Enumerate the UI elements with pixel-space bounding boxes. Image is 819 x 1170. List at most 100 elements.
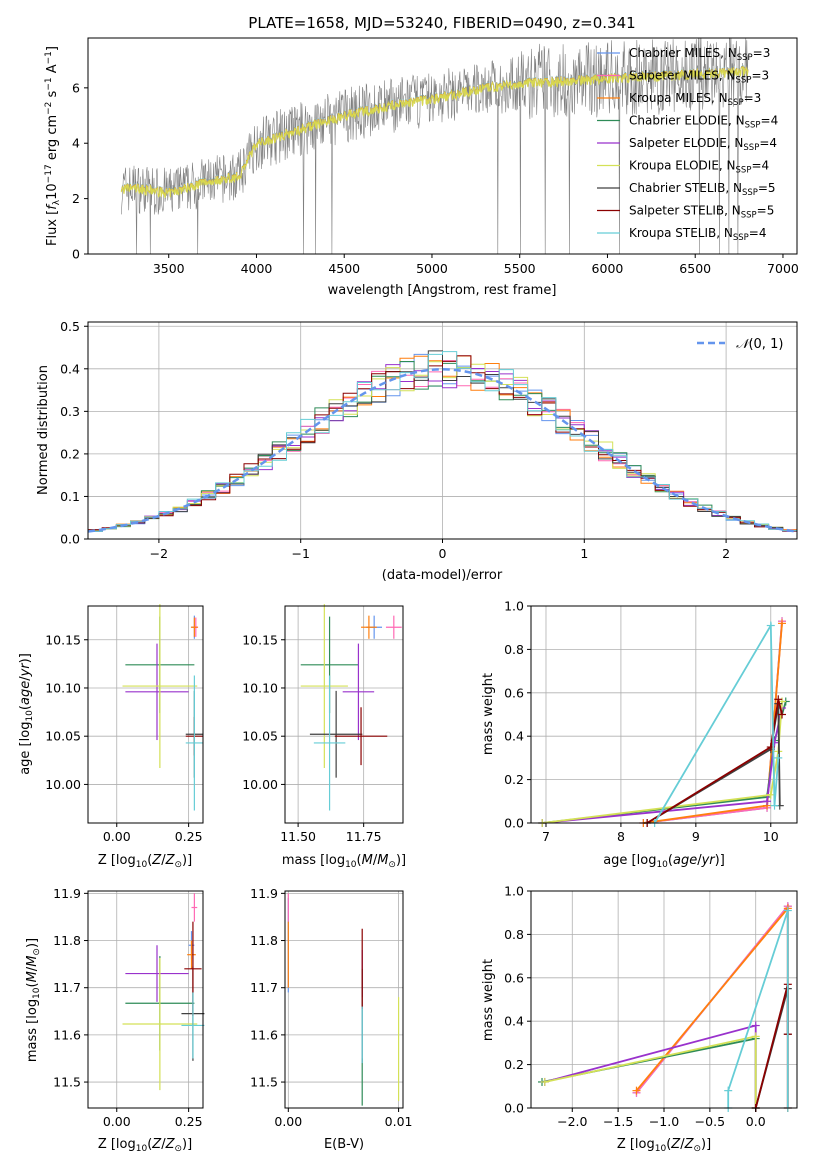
y-tick-label: 0.0 bbox=[504, 1101, 524, 1116]
spectrum-panel: PLATE=1658, MJD=53240, FIBERID=0490, z=0… bbox=[44, 14, 799, 298]
age-Z-ylabel: age [log10(age/yr)] bbox=[18, 653, 35, 775]
weight-series-line bbox=[754, 984, 789, 1109]
x-tick-label: 6000 bbox=[592, 261, 624, 276]
errorbar-point bbox=[122, 957, 198, 1091]
weight-marker bbox=[778, 710, 787, 719]
errorbar-point bbox=[313, 675, 346, 811]
massweight_vs_Z-plot bbox=[538, 902, 792, 1112]
x-tick-label: 5000 bbox=[416, 261, 448, 276]
legend-label: Kroupa ELODIE, NSSP=4 bbox=[629, 159, 769, 176]
errorbar-point bbox=[187, 940, 196, 969]
y-tick-label: 11.8 bbox=[53, 933, 81, 948]
y-tick-label: 10.15 bbox=[242, 632, 278, 647]
y-tick-label: 11.7 bbox=[53, 980, 81, 995]
y-tick-label: 0.2 bbox=[504, 772, 524, 787]
massweight_vs_age-panel: 7 8 9 10 0.0 0.2 0.4 0.6 0.8 1.0 age [log10(age/yr… bbox=[481, 599, 798, 870]
age_vs_Z-grid bbox=[88, 606, 203, 823]
y-tick-label: 0.0 bbox=[60, 532, 80, 547]
x-tick-label: 7 bbox=[542, 829, 550, 844]
x-tick-label: 11.50 bbox=[280, 829, 316, 844]
errorbar-point bbox=[300, 604, 348, 769]
weight-series-line bbox=[542, 707, 783, 824]
age_vs_Z-plot bbox=[122, 604, 203, 811]
weight-series-line bbox=[643, 621, 783, 824]
weight-marker bbox=[774, 695, 783, 704]
weight-age-ylabel: mass weight bbox=[481, 673, 496, 755]
weight-marker bbox=[751, 1032, 760, 1041]
weight-series-line bbox=[727, 910, 789, 1108]
mass-Z-ylabel: mass [log10(M/M⊙)] bbox=[25, 938, 42, 1062]
age-Z-xlabel: Z [log10(Z/Z⊙)] bbox=[98, 853, 192, 870]
y-tick-label: 10.05 bbox=[45, 729, 81, 744]
weight-marker bbox=[778, 619, 787, 628]
normal-reference-curve bbox=[87, 368, 798, 533]
x-tick-label: 0.25 bbox=[175, 829, 203, 844]
errorbar-point bbox=[122, 604, 198, 769]
legend-label: Chabrier MILES, NSSP=3 bbox=[629, 46, 770, 63]
age-mass-xlabel: mass [log10(M/M⊙)] bbox=[282, 853, 406, 870]
x-tick-label: 1 bbox=[580, 546, 588, 561]
y-tick-label: 0.1 bbox=[60, 489, 80, 504]
weight-marker bbox=[632, 1086, 641, 1095]
x-tick-label: −1.0 bbox=[649, 1114, 679, 1129]
weight-series-line bbox=[544, 1024, 757, 1108]
y-tick-label: 10.10 bbox=[45, 680, 81, 695]
x-tick-label: −1 bbox=[291, 546, 309, 561]
x-tick-label: 8 bbox=[617, 829, 625, 844]
errorbar-point bbox=[185, 675, 203, 811]
y-tick-label: 11.8 bbox=[250, 933, 278, 948]
y-tick-label: 0.8 bbox=[504, 927, 524, 942]
y-tick-label: 10.00 bbox=[242, 777, 278, 792]
normal-legend-label: 𝒩(0, 1) bbox=[736, 337, 783, 352]
x-tick-label: −2.0 bbox=[557, 1114, 587, 1129]
y-tick-label: 11.9 bbox=[250, 886, 278, 901]
x-tick-label: 0 bbox=[439, 546, 447, 561]
mass_vs_EBV-panel: 0.00 0.01 11.5 11.6 11.7 11.8 11.9 E(B-V) bbox=[250, 886, 412, 1152]
massweight_vs_age-grid bbox=[531, 605, 797, 824]
errorbar-point bbox=[309, 690, 363, 778]
x-tick-label: 10 bbox=[763, 829, 779, 844]
x-tick-label: 0.0 bbox=[746, 1114, 766, 1129]
spectrum-axes-frame bbox=[87, 37, 798, 255]
errorbar-point bbox=[334, 707, 388, 766]
age_vs_mass-panel: 11.50 11.75 10.00 10.05 10.10 10.15 mass [log1… bbox=[242, 604, 406, 870]
y-tick-label: 10.10 bbox=[242, 680, 278, 695]
x-tick-label: 0.25 bbox=[175, 1114, 203, 1129]
spectrum-xlabel: wavelength [Angstrom, rest frame] bbox=[328, 283, 557, 298]
weight-marker bbox=[783, 906, 792, 915]
massweight_vs_age-frame bbox=[530, 605, 798, 824]
residual-ylabel: Normed distribution bbox=[36, 365, 51, 495]
weight-marker bbox=[763, 797, 772, 806]
age_vs_mass-frame bbox=[284, 605, 404, 824]
weight-series-line bbox=[653, 622, 780, 824]
y-tick-label: 0.6 bbox=[504, 970, 524, 985]
mass_vs_EBV-grid bbox=[285, 891, 403, 1108]
age_vs_mass-plot bbox=[300, 604, 402, 811]
y-tick-label: 4 bbox=[72, 136, 80, 151]
x-tick-label: −2 bbox=[150, 546, 168, 561]
spectrum-model-line bbox=[120, 64, 749, 197]
x-tick-label: −1.5 bbox=[603, 1114, 633, 1129]
age_vs_Z-frame bbox=[87, 605, 204, 824]
x-tick-label: 0.00 bbox=[103, 829, 131, 844]
x-tick-label: 0.00 bbox=[103, 1114, 131, 1129]
x-tick-label: 2 bbox=[722, 546, 730, 561]
spectrum-data-line bbox=[121, 37, 749, 255]
y-tick-label: 10.15 bbox=[45, 632, 81, 647]
weight-marker bbox=[751, 1021, 760, 1030]
weight-marker bbox=[774, 753, 783, 762]
weight-series-line bbox=[646, 699, 783, 824]
errorbar-point bbox=[181, 992, 205, 1059]
weight-series-line bbox=[635, 905, 789, 1108]
y-tick-label: 0.6 bbox=[504, 685, 524, 700]
weight-series-line bbox=[544, 1035, 757, 1108]
y-tick-label: 0.2 bbox=[504, 1057, 524, 1072]
weight-marker bbox=[770, 801, 779, 810]
errorbar-point bbox=[125, 643, 189, 741]
spectrum-model-line bbox=[120, 65, 749, 198]
errorbar-point bbox=[190, 617, 198, 637]
legend-label: Kroupa MILES, NSSP=3 bbox=[629, 91, 761, 108]
x-tick-label: 0.01 bbox=[385, 1114, 413, 1129]
y-tick-label: 0.4 bbox=[504, 1014, 524, 1029]
